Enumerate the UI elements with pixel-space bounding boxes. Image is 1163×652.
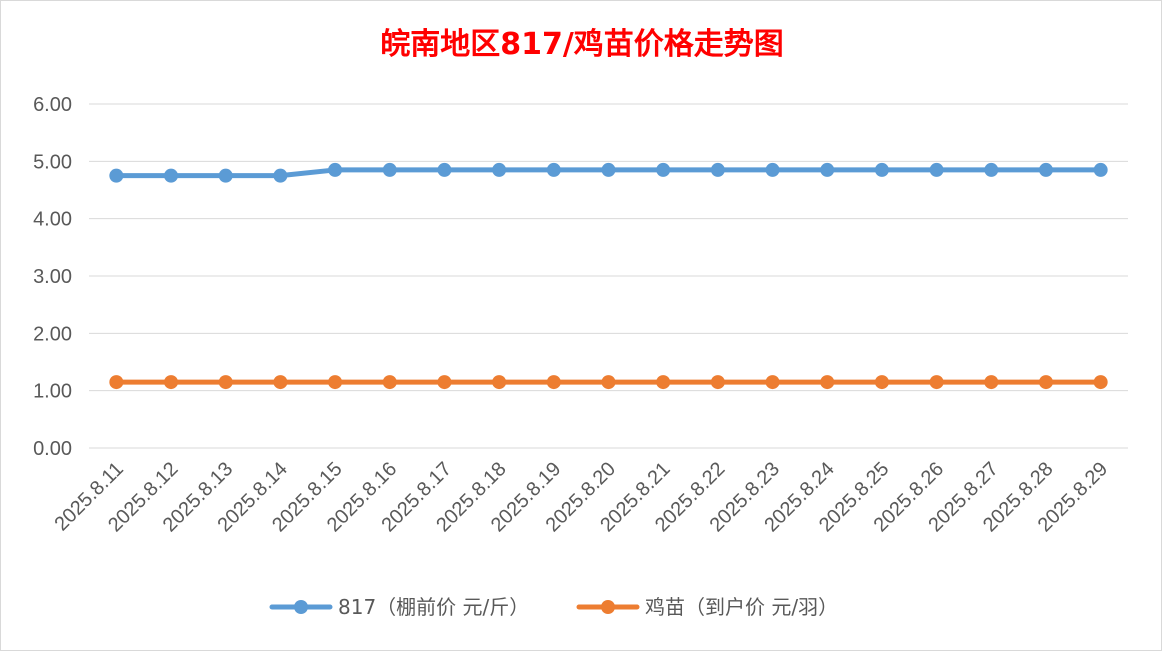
data-point-0-15 [929, 162, 944, 177]
gridlines [89, 103, 1128, 449]
legend-swatch-marker-0 [294, 600, 308, 614]
data-point-0-2 [218, 168, 233, 183]
y-tick-label: 6.00 [33, 94, 72, 116]
data-point-1-1 [164, 375, 179, 390]
data-point-0-14 [874, 162, 889, 177]
y-tick-label: 3.00 [33, 266, 72, 288]
data-point-1-13 [820, 375, 835, 390]
data-point-0-4 [328, 162, 343, 177]
data-point-1-0 [109, 375, 124, 390]
y-tick-label: 2.00 [33, 323, 72, 345]
data-point-0-0 [109, 168, 124, 183]
series-group [109, 162, 1108, 390]
data-point-0-18 [1093, 162, 1108, 177]
data-point-1-15 [929, 375, 944, 390]
data-point-1-3 [273, 375, 288, 390]
data-point-0-7 [492, 162, 507, 177]
y-tick-label: 4.00 [33, 209, 72, 231]
legend-swatch-marker-1 [601, 600, 615, 614]
data-point-1-12 [765, 375, 780, 390]
data-point-1-18 [1093, 375, 1108, 390]
data-point-0-5 [382, 162, 397, 177]
data-point-1-5 [382, 375, 397, 390]
data-point-1-14 [874, 375, 889, 390]
legend: 817（棚前价 元/斤） 鸡苗（到户价 元/羽） [269, 595, 838, 619]
data-point-1-16 [984, 375, 999, 390]
legend-label-0: 817（棚前价 元/斤） [338, 595, 529, 619]
data-point-0-3 [273, 168, 288, 183]
data-point-1-4 [328, 375, 343, 390]
data-point-0-17 [1038, 162, 1053, 177]
data-point-0-16 [984, 162, 999, 177]
data-point-0-10 [656, 162, 671, 177]
data-point-1-7 [492, 375, 507, 390]
y-tick-label: 5.00 [33, 151, 72, 173]
data-point-0-12 [765, 162, 780, 177]
y-tick-label: 1.00 [33, 381, 72, 403]
data-point-0-9 [601, 162, 616, 177]
data-point-1-2 [218, 375, 233, 390]
data-point-1-11 [710, 375, 725, 390]
legend-label-1: 鸡苗（到户价 元/羽） [645, 595, 838, 619]
data-point-1-6 [437, 375, 452, 390]
data-point-0-6 [437, 162, 452, 177]
data-point-0-11 [710, 162, 725, 177]
data-point-1-17 [1038, 375, 1053, 390]
y-axis-ticks: 0.00 1.00 2.00 3.00 4.00 5.00 6.00 [33, 94, 72, 460]
chart-title: 皖南地区817/鸡苗价格走势图 [380, 27, 784, 62]
data-point-1-10 [656, 375, 671, 390]
data-point-1-8 [546, 375, 561, 390]
y-tick-label: 0.00 [33, 438, 72, 460]
data-point-0-8 [546, 162, 561, 177]
data-point-1-9 [601, 375, 616, 390]
data-point-0-13 [820, 162, 835, 177]
data-point-0-1 [164, 168, 179, 183]
